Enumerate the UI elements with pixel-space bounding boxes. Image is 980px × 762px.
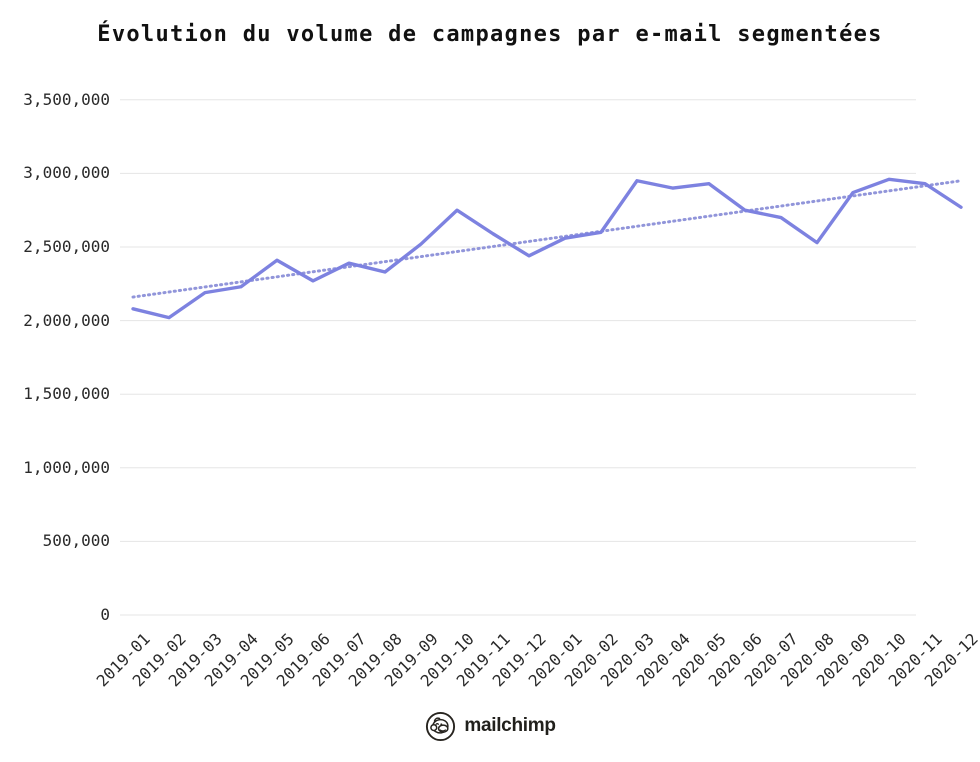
y-axis-tick-label: 2,000,000 (23, 310, 110, 330)
y-axis-tick-label: 1,000,000 (23, 457, 110, 477)
trend-line (131, 179, 963, 299)
data-line (131, 177, 963, 320)
y-axis-tick-label: 0 (100, 605, 110, 624)
y-axis-tick-label: 500,000 (42, 531, 110, 551)
y-axis-tick-label: 3,500,000 (23, 89, 110, 109)
y-axis-tick-label: 1,500,000 (23, 384, 110, 404)
mailchimp-wordmark: mailchimp (464, 715, 556, 736)
chart-title: Évolution du volume de campagnes par e-m… (97, 22, 883, 47)
y-axis-tick-label: 3,000,000 (23, 163, 110, 183)
y-axis-tick-label: 2,500,000 (23, 237, 110, 256)
mailchimp-logo: mailchimp (0, 706, 980, 746)
mailchimp-freddie-icon (426, 711, 456, 741)
